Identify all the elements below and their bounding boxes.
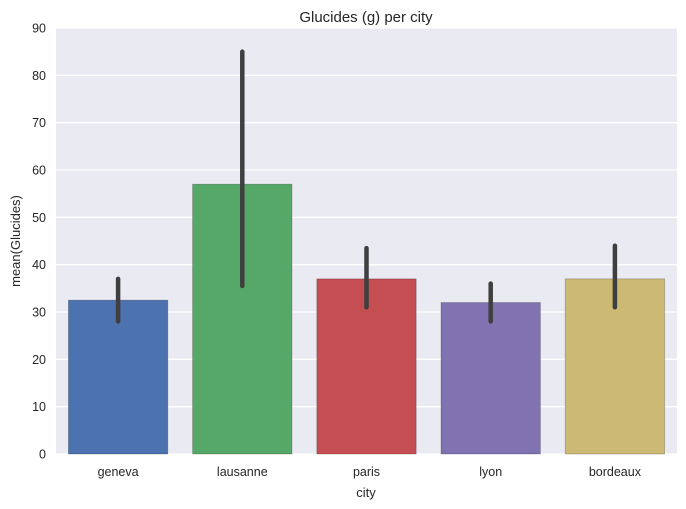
x-tick-label: lausanne <box>217 465 268 479</box>
x-tick-label: paris <box>353 465 380 479</box>
y-tick-label: 10 <box>32 400 46 414</box>
x-axis-label: city <box>356 485 376 500</box>
y-tick-label: 40 <box>32 258 46 272</box>
y-tick-label: 70 <box>32 116 46 130</box>
y-tick-label: 60 <box>32 164 46 178</box>
x-tick-label: lyon <box>479 465 502 479</box>
y-tick-label: 20 <box>32 353 46 367</box>
y-axis-label: mean(Glucides) <box>8 195 23 287</box>
y-tick-label: 90 <box>32 22 46 36</box>
y-tick-label: 0 <box>39 448 46 462</box>
bar-lyon <box>440 302 541 455</box>
y-axis-ticks: 0 10 20 30 40 50 60 70 80 90 <box>32 22 46 462</box>
y-tick-label: 80 <box>32 69 46 83</box>
x-axis-ticks: geneva lausanne paris lyon bordeaux <box>98 465 642 479</box>
chart-title: Glucides (g) per city <box>299 9 433 26</box>
bar-geneva <box>68 299 169 455</box>
x-tick-label: geneva <box>98 465 139 479</box>
error-bars <box>115 49 618 324</box>
y-tick-label: 30 <box>32 306 46 320</box>
y-tick-label: 50 <box>32 211 46 225</box>
x-tick-label: bordeaux <box>589 465 642 479</box>
